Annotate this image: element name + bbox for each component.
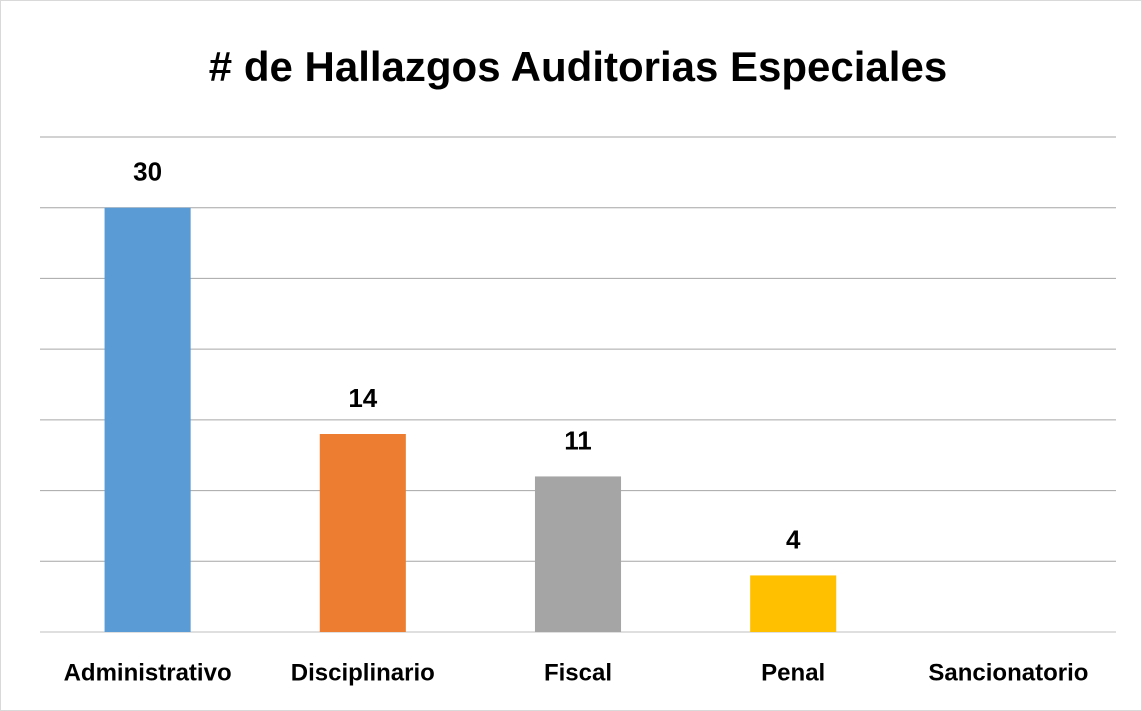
x-tick-label: Administrativo [64,659,232,686]
x-tick-label: Penal [761,659,825,686]
bar [534,476,622,632]
data-label: 30 [133,157,162,187]
data-label: 11 [564,425,592,455]
x-tick-label: Sancionatorio [928,659,1088,686]
data-label: 4 [786,524,801,554]
x-tick-label: Fiscal [544,659,612,686]
data-label: 14 [348,383,377,413]
bar [104,207,191,632]
chart-title: # de Hallazgos Auditorias Especiales [209,43,947,90]
bar [750,575,837,632]
bar [319,434,406,632]
x-tick-label: Disciplinario [291,659,435,686]
